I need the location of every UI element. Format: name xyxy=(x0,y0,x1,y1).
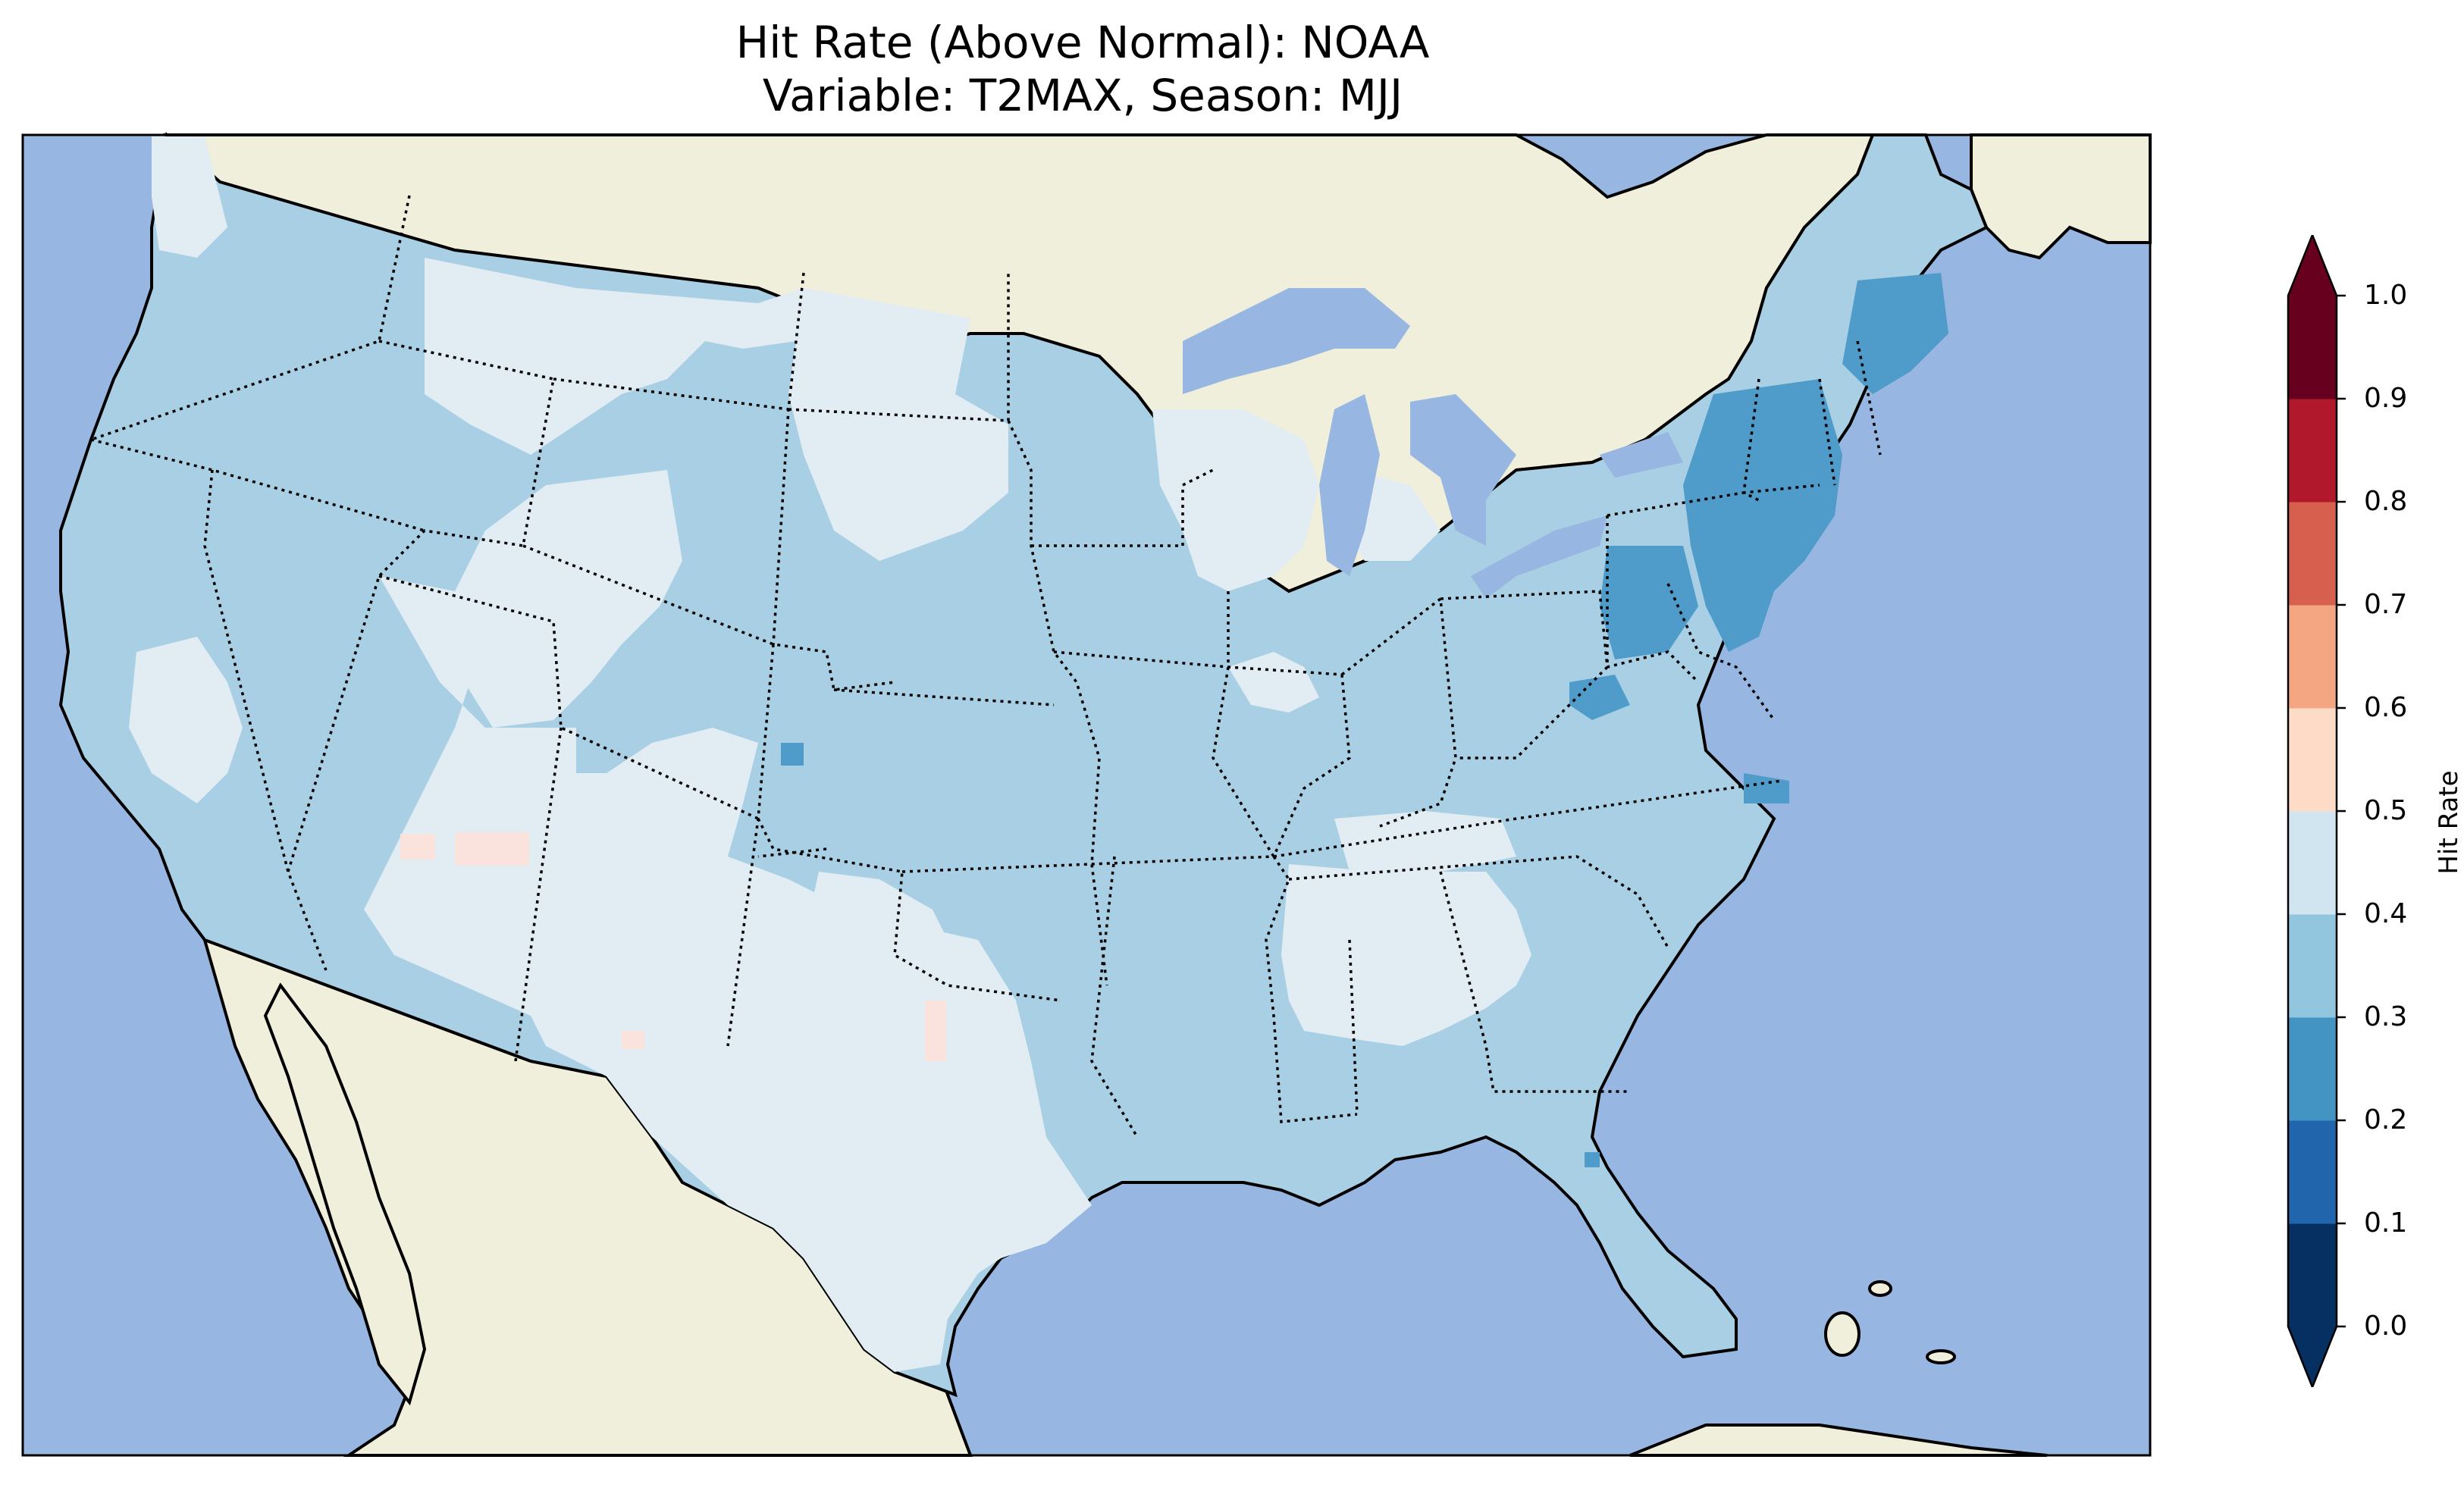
colorbar xyxy=(2287,235,2346,1387)
colorbar-tick-label: 0.1 xyxy=(2364,1207,2408,1239)
colorbar-tick-label: 0.8 xyxy=(2364,486,2408,517)
colorbar-tick-label: 0.9 xyxy=(2364,383,2408,414)
colorbar-tick-label: 0.3 xyxy=(2364,1001,2408,1032)
colorbar-segment xyxy=(2288,1223,2337,1327)
conus-landmass xyxy=(58,132,1989,1398)
map-frame xyxy=(21,133,2152,1457)
colorbar-label: Hit Rate xyxy=(2434,770,2464,875)
colorbar-segment xyxy=(2288,811,2337,915)
colorbar-segment xyxy=(2288,605,2337,709)
chart-title-line2: Variable: T2MAX, Season: MJJ xyxy=(762,70,1403,121)
colorbar-tick-label: 0.7 xyxy=(2364,589,2408,620)
colorbar-tick-label: 0.5 xyxy=(2364,795,2408,826)
great-lakes xyxy=(1183,288,1683,599)
hit-rate-0.4-0.5 xyxy=(129,136,1531,1372)
colorbar-segment xyxy=(2288,1120,2337,1224)
colorbar-segment xyxy=(2288,914,2337,1018)
colorbar-segment xyxy=(2288,708,2337,812)
colorbar-tick-label: 0.4 xyxy=(2364,898,2408,929)
colorbar-segment xyxy=(2288,1017,2337,1121)
colorbar-segment xyxy=(2288,399,2337,503)
colorbar-segment xyxy=(2288,502,2337,606)
hit-rate-0.2-0.3 xyxy=(781,273,1948,1167)
colorbar-extend-min xyxy=(2288,1326,2337,1387)
state-borders xyxy=(90,195,1882,1138)
hit-rate-0.5-0.6 xyxy=(400,832,946,1061)
colorbar-tick-label: 0.0 xyxy=(2364,1311,2408,1342)
colorbar-segment xyxy=(2288,296,2337,399)
colorbar-tick-label: 1.0 xyxy=(2364,280,2408,311)
chart-title-line1: Hit Rate (Above Normal): NOAA xyxy=(735,17,1430,68)
colorbar-tick-label: 0.6 xyxy=(2364,692,2408,723)
map-panel xyxy=(21,132,2152,1457)
colorbar-tick-label: 0.2 xyxy=(2364,1104,2408,1135)
colorbar-extend-max xyxy=(2288,235,2337,296)
